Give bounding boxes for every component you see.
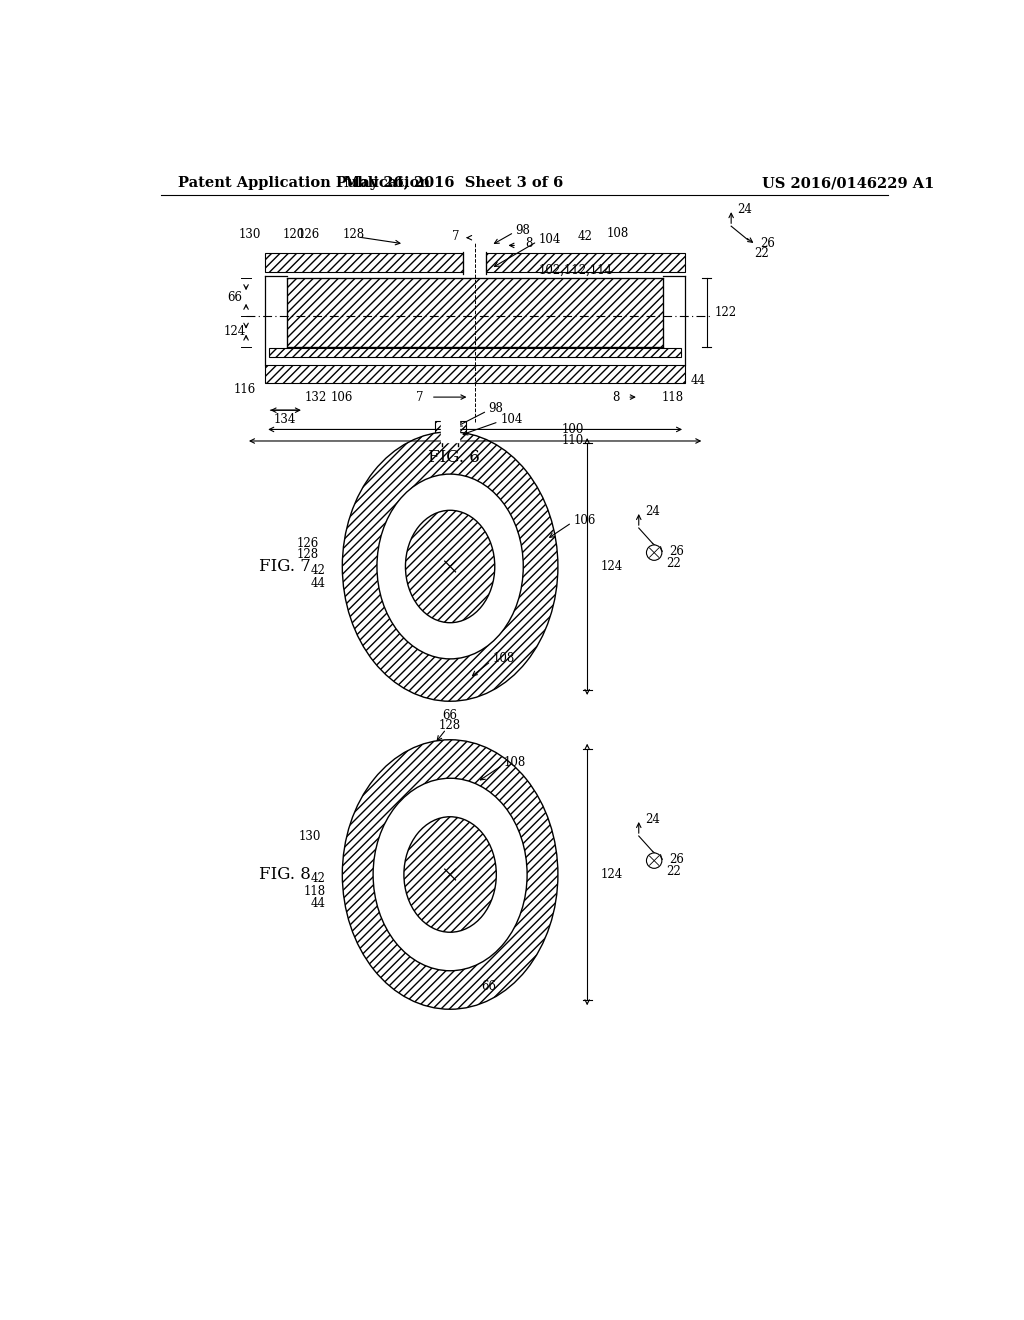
Bar — [265, 253, 463, 272]
Ellipse shape — [342, 739, 558, 1010]
Text: 110: 110 — [562, 434, 584, 447]
Text: 128: 128 — [439, 719, 461, 733]
Text: 130: 130 — [298, 829, 321, 842]
Text: 118: 118 — [303, 884, 326, 898]
Text: 24: 24 — [737, 203, 753, 215]
Text: 22: 22 — [755, 247, 769, 260]
Text: 108: 108 — [504, 756, 526, 770]
Text: 108: 108 — [606, 227, 629, 240]
Text: 130: 130 — [239, 228, 261, 242]
Text: 42: 42 — [578, 230, 592, 243]
Text: 66: 66 — [227, 290, 242, 304]
Ellipse shape — [373, 779, 527, 970]
Text: 124: 124 — [601, 869, 624, 880]
Text: 22: 22 — [667, 865, 681, 878]
Bar — [435, 421, 442, 444]
Text: 116: 116 — [233, 383, 256, 396]
Ellipse shape — [377, 474, 523, 659]
Text: 102,112,114: 102,112,114 — [539, 264, 612, 277]
Text: 134: 134 — [273, 413, 296, 426]
Text: 24: 24 — [645, 504, 659, 517]
Text: 104: 104 — [539, 232, 561, 246]
Text: 26: 26 — [670, 545, 684, 557]
Text: 66: 66 — [442, 709, 458, 722]
Text: 24: 24 — [645, 813, 659, 825]
Text: 98: 98 — [515, 223, 530, 236]
Text: 42: 42 — [310, 871, 326, 884]
Text: 108: 108 — [493, 652, 515, 665]
Text: 126: 126 — [297, 537, 319, 550]
Bar — [458, 421, 466, 444]
Ellipse shape — [403, 817, 497, 932]
Ellipse shape — [342, 432, 558, 701]
Text: 98: 98 — [488, 403, 504, 416]
Text: 124: 124 — [601, 560, 624, 573]
Bar — [441, 400, 460, 442]
Text: 132: 132 — [304, 391, 327, 404]
Text: 8: 8 — [612, 391, 620, 404]
Text: US 2016/0146229 A1: US 2016/0146229 A1 — [762, 176, 934, 190]
Text: 124: 124 — [223, 325, 246, 338]
Text: 44: 44 — [310, 577, 326, 590]
Text: 8: 8 — [524, 238, 532, 251]
Bar — [265, 364, 685, 383]
Text: 66: 66 — [481, 979, 496, 993]
Text: 42: 42 — [310, 564, 326, 577]
Ellipse shape — [406, 511, 495, 623]
Circle shape — [646, 545, 662, 561]
Text: May 26, 2016  Sheet 3 of 6: May 26, 2016 Sheet 3 of 6 — [344, 176, 563, 190]
Bar — [287, 277, 664, 347]
Text: FIG. 7: FIG. 7 — [259, 558, 310, 576]
Text: 128: 128 — [342, 228, 365, 242]
Text: Patent Application Publication: Patent Application Publication — [178, 176, 430, 190]
Text: 104: 104 — [500, 413, 522, 426]
Text: FIG. 6: FIG. 6 — [428, 449, 480, 466]
Bar — [269, 348, 681, 358]
Text: 26: 26 — [670, 853, 684, 866]
Text: 7: 7 — [416, 391, 423, 404]
Text: 118: 118 — [662, 391, 684, 404]
Text: 26: 26 — [761, 236, 775, 249]
Text: 44: 44 — [310, 898, 326, 911]
Text: 100: 100 — [562, 422, 584, 436]
Text: FIG. 8: FIG. 8 — [259, 866, 310, 883]
Text: 106: 106 — [573, 513, 596, 527]
Text: 44: 44 — [691, 374, 707, 387]
Text: 128: 128 — [297, 548, 319, 561]
Circle shape — [646, 853, 662, 869]
Text: 106: 106 — [331, 391, 353, 404]
Text: 126: 126 — [298, 228, 319, 242]
Bar — [486, 253, 685, 272]
Text: 7: 7 — [452, 230, 460, 243]
Text: 122: 122 — [714, 306, 736, 319]
Text: 120: 120 — [283, 228, 304, 242]
Text: 22: 22 — [667, 557, 681, 570]
